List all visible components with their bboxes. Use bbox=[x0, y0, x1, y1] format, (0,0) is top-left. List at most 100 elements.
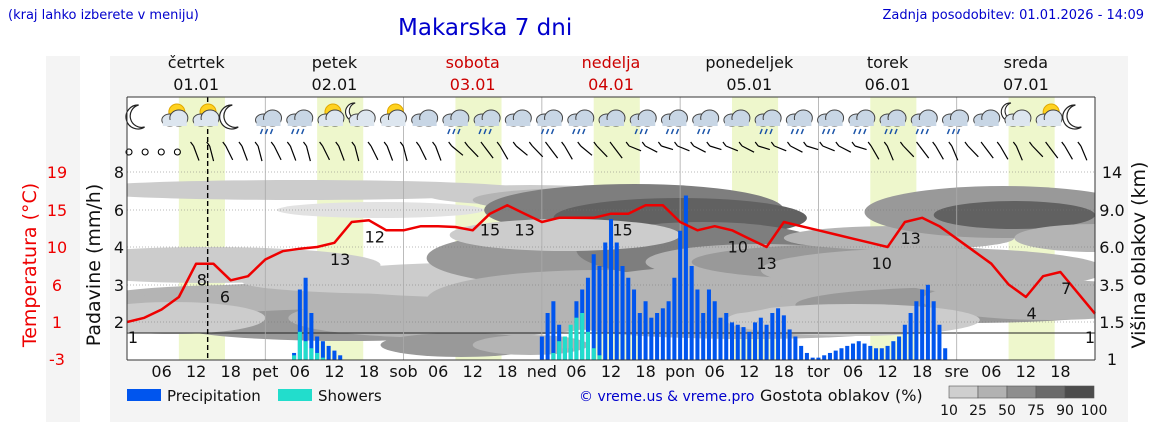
cloud-rain-icon bbox=[848, 109, 876, 135]
wind-barb-icon bbox=[819, 141, 835, 152]
day-date-label: 03.01 bbox=[450, 75, 496, 94]
wind-barb-icon bbox=[835, 141, 852, 153]
temperature-line bbox=[126, 204, 1096, 324]
precipitation-bar bbox=[338, 355, 343, 360]
wind-calm-icon bbox=[141, 148, 149, 156]
weekday-tick: sre bbox=[945, 362, 969, 381]
hour-tick: 18 bbox=[1050, 362, 1070, 381]
cloud-density-patch bbox=[933, 201, 1095, 229]
precipitation-bar bbox=[649, 317, 654, 360]
precipitation-bar bbox=[643, 301, 648, 360]
wind-barb-icon bbox=[657, 141, 674, 151]
precipitation-tick: 6 bbox=[114, 201, 124, 220]
hour-tick: 18 bbox=[912, 362, 932, 381]
day-name-label: sreda bbox=[1004, 53, 1048, 72]
wind-barb-icon bbox=[319, 141, 331, 161]
cloud-rain-icon bbox=[629, 109, 657, 135]
precipitation-bar bbox=[309, 313, 314, 360]
cloud-rain-icon bbox=[567, 109, 595, 135]
cloud-density-step: 90 bbox=[1056, 403, 1074, 419]
wind-barb-icon bbox=[528, 141, 544, 158]
day-date-label: 07.01 bbox=[1003, 75, 1049, 94]
wind-barb-icon bbox=[786, 141, 803, 153]
cloud-rain-icon bbox=[785, 109, 813, 135]
temperature-label: 10 bbox=[872, 254, 892, 273]
wind-barb-icon bbox=[964, 141, 979, 158]
wind-barb-icon bbox=[448, 141, 464, 156]
cloud-rain-icon bbox=[754, 109, 782, 135]
cloud-density-swatch bbox=[1064, 385, 1095, 399]
precipitation-bar bbox=[799, 345, 804, 360]
temperature-label: 13 bbox=[756, 254, 776, 273]
precipitation-bar bbox=[701, 313, 706, 360]
temperature-tick: 10 bbox=[47, 238, 67, 257]
temperature-label: 12 bbox=[365, 227, 385, 246]
cloud-rain-icon bbox=[536, 109, 564, 135]
sun-cloud-icon bbox=[1035, 103, 1063, 127]
weekday-tick: pon bbox=[665, 362, 695, 381]
cloud-rain-icon bbox=[910, 109, 938, 135]
precipitation-legend-label: Precipitation bbox=[167, 387, 261, 405]
wind-barb-icon bbox=[851, 141, 867, 151]
sun-cloud-icon bbox=[161, 103, 189, 127]
hour-tick: 18 bbox=[774, 362, 794, 381]
precipitation-bar bbox=[758, 317, 763, 360]
precipitation-bar bbox=[741, 327, 746, 360]
precipitation-bar bbox=[297, 289, 302, 360]
precipitation-bar bbox=[637, 313, 642, 360]
precipitation-bar bbox=[735, 324, 740, 360]
precipitation-bar bbox=[874, 348, 879, 360]
day-name-label: sobota bbox=[446, 53, 500, 72]
weekday-tick: tor bbox=[807, 362, 830, 381]
wind-barb-icon bbox=[351, 141, 360, 162]
wind-barb-icon bbox=[722, 141, 739, 152]
wind-calm-icon bbox=[125, 148, 133, 156]
wind-barb-icon bbox=[1077, 141, 1088, 161]
precipitation-axis-label: Padavine (mm/h) bbox=[83, 184, 105, 347]
temperature-tick: 6 bbox=[52, 276, 62, 295]
showers-bar bbox=[568, 324, 573, 360]
precipitation-bar bbox=[868, 345, 873, 360]
day-name-label: nedelja bbox=[582, 53, 641, 72]
temperature-label: 15 bbox=[612, 221, 632, 240]
day-date-label: 05.01 bbox=[726, 75, 772, 94]
day-date-label: 01.01 bbox=[173, 75, 219, 94]
menu-hint: (kraj lahko izberete v meniju) bbox=[8, 8, 199, 23]
temperature-label: 6 bbox=[220, 287, 230, 306]
precipitation-bar bbox=[902, 324, 907, 360]
cloud-rain-icon bbox=[255, 109, 283, 135]
cloud-density-step: 100 bbox=[1081, 403, 1108, 419]
precipitation-bar bbox=[712, 301, 717, 360]
precipitation-bar bbox=[776, 308, 781, 360]
wind-barb-icon bbox=[932, 141, 944, 160]
cloud-density-step: 10 bbox=[940, 403, 958, 419]
precipitation-bar bbox=[804, 352, 809, 360]
credit-label: © vreme.us & vreme.pro bbox=[579, 389, 754, 405]
wind-barb-icon bbox=[899, 141, 915, 158]
precipitation-bar bbox=[781, 315, 786, 360]
showers-bar bbox=[580, 313, 585, 360]
weekday-tick: ned bbox=[527, 362, 557, 381]
precipitation-bar bbox=[632, 289, 637, 360]
weekday-tick: pet bbox=[252, 362, 278, 381]
last-updated: Zadnja posodobitev: 01.01.2026 - 14:09 bbox=[882, 8, 1144, 23]
precipitation-bar bbox=[897, 336, 902, 360]
precipitation-bar bbox=[862, 343, 867, 360]
showers-bar bbox=[292, 355, 297, 360]
wind-barb-icon bbox=[803, 141, 819, 151]
hour-tick: 12 bbox=[1016, 362, 1036, 381]
cloud-rain-icon bbox=[473, 109, 501, 135]
precipitation-bar bbox=[603, 242, 608, 360]
hour-tick: 18 bbox=[497, 362, 517, 381]
cloud-density-legend-title: Gostota oblakov (%) bbox=[760, 386, 923, 405]
sun-cloud-icon bbox=[192, 103, 220, 127]
hour-tick: 18 bbox=[359, 362, 379, 381]
wind-barb-icon bbox=[399, 141, 408, 162]
wind-barb-icon bbox=[1061, 141, 1073, 160]
cloud-icon bbox=[504, 109, 532, 127]
wind-barb-icon bbox=[593, 141, 608, 158]
precipitation-tick: 2 bbox=[114, 313, 124, 332]
wind-barb-icon bbox=[544, 141, 559, 159]
cloud-rain-icon bbox=[692, 109, 720, 135]
